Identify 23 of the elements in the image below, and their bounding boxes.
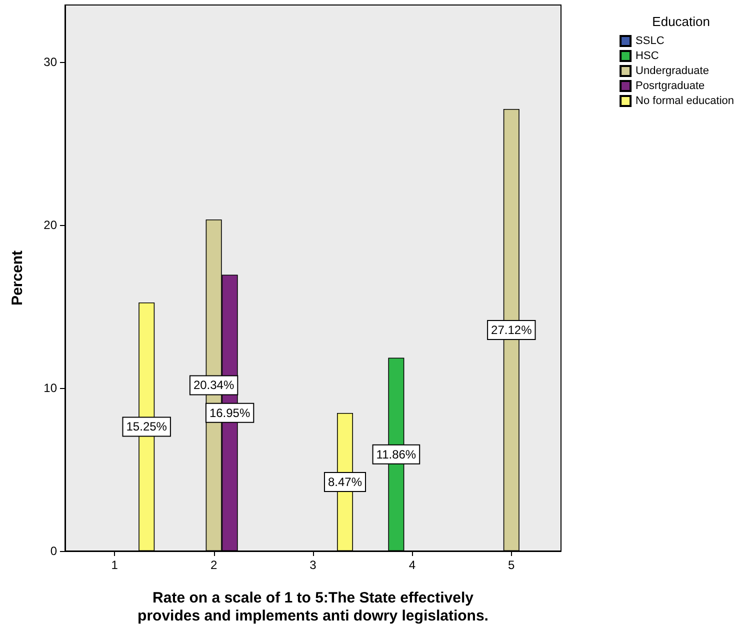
data-label: 11.86%: [376, 447, 416, 462]
data-label: 20.34%: [193, 378, 234, 392]
y-tick-label: 0: [50, 544, 58, 558]
data-label: 27.12%: [491, 322, 532, 337]
data-label: 16.95%: [209, 406, 250, 420]
x-axis-title: Rate on a scale of 1 to 5:The State effectively provides and implements anti dowry legislations.: [138, 590, 488, 624]
x-tick-label: 5: [508, 558, 516, 572]
x-tick-label: 3: [310, 558, 317, 572]
legend-label: HSC: [636, 50, 659, 62]
y-tick-label: 20: [44, 218, 58, 232]
legend-label: SSLC: [636, 35, 664, 47]
data-label: 8.47%: [328, 474, 362, 489]
y-axis-title: Percent: [9, 250, 26, 306]
legend-label: Undergraduate: [636, 65, 709, 77]
y-tick-label: 30: [44, 55, 58, 70]
x-tick-label: 2: [210, 558, 218, 572]
legend-label: Posrtgraduate: [636, 80, 705, 92]
data-label: 15.25%: [126, 420, 168, 434]
legend-label: No formal education: [636, 95, 734, 107]
legend-title: Education: [652, 14, 710, 29]
x-tick-label: 4: [408, 558, 416, 572]
y-tick-label: 10: [44, 381, 58, 396]
x-tick-label: 1: [111, 558, 118, 572]
